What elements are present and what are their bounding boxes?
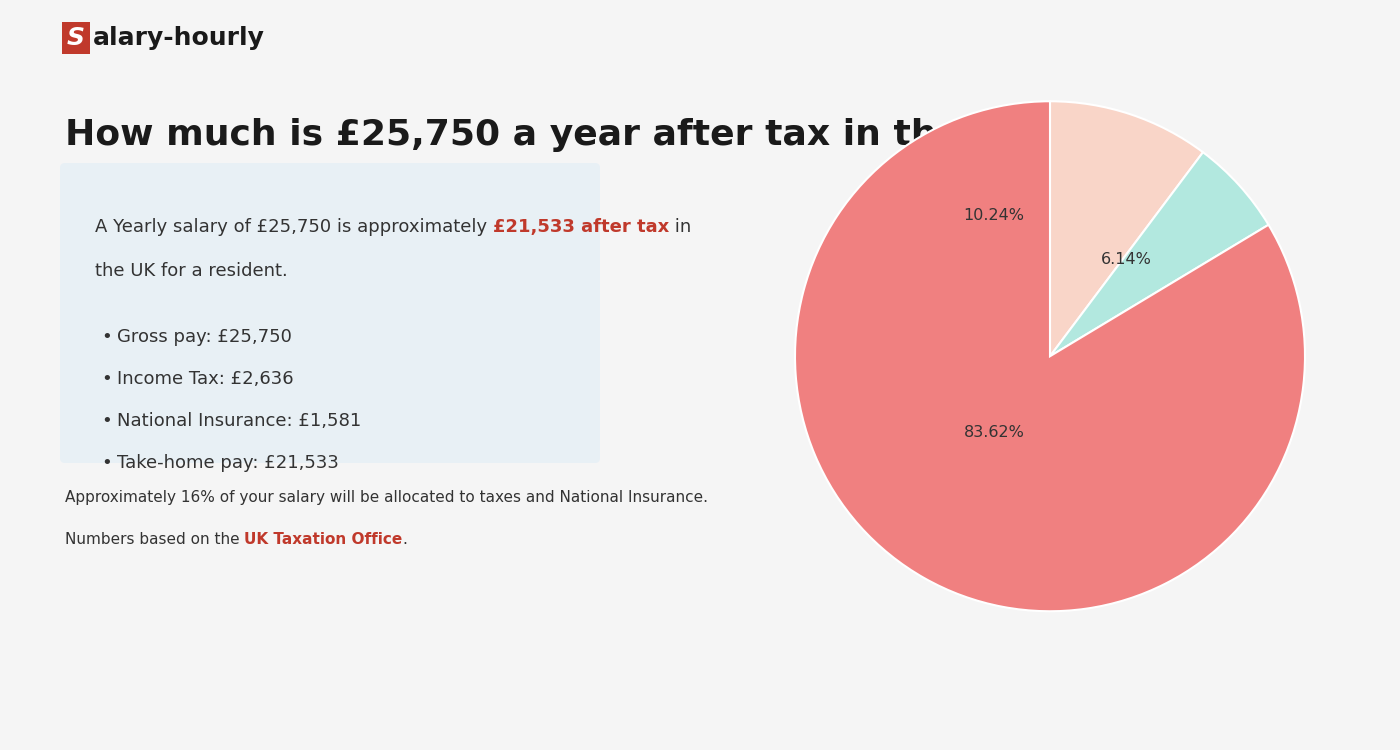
Text: Approximately 16% of your salary will be allocated to taxes and National Insuran: Approximately 16% of your salary will be…	[64, 490, 708, 505]
Text: Numbers based on the: Numbers based on the	[64, 532, 245, 547]
Text: Income Tax: £2,636: Income Tax: £2,636	[118, 370, 294, 388]
Text: •: •	[102, 454, 112, 472]
Text: 6.14%: 6.14%	[1100, 252, 1152, 267]
Text: •: •	[102, 370, 112, 388]
Text: 10.24%: 10.24%	[963, 209, 1025, 224]
Text: in: in	[669, 218, 692, 236]
Text: •: •	[102, 412, 112, 430]
Text: £21,533 after tax: £21,533 after tax	[493, 218, 669, 236]
Wedge shape	[1050, 101, 1203, 356]
Text: How much is £25,750 a year after tax in the UK?: How much is £25,750 a year after tax in …	[64, 118, 1053, 152]
FancyBboxPatch shape	[62, 22, 90, 54]
Text: the UK for a resident.: the UK for a resident.	[95, 262, 288, 280]
Text: .: .	[403, 532, 407, 547]
Wedge shape	[795, 101, 1305, 611]
Text: A Yearly salary of £25,750 is approximately: A Yearly salary of £25,750 is approximat…	[95, 218, 493, 236]
FancyBboxPatch shape	[60, 163, 601, 463]
Text: Gross pay: £25,750: Gross pay: £25,750	[118, 328, 291, 346]
Text: alary-hourly: alary-hourly	[92, 26, 265, 50]
Text: •: •	[102, 328, 112, 346]
Text: Take-home pay: £21,533: Take-home pay: £21,533	[118, 454, 339, 472]
Wedge shape	[1050, 152, 1268, 356]
Text: S: S	[67, 26, 85, 50]
Text: 83.62%: 83.62%	[963, 425, 1025, 440]
Text: National Insurance: £1,581: National Insurance: £1,581	[118, 412, 361, 430]
Text: UK Taxation Office: UK Taxation Office	[245, 532, 403, 547]
